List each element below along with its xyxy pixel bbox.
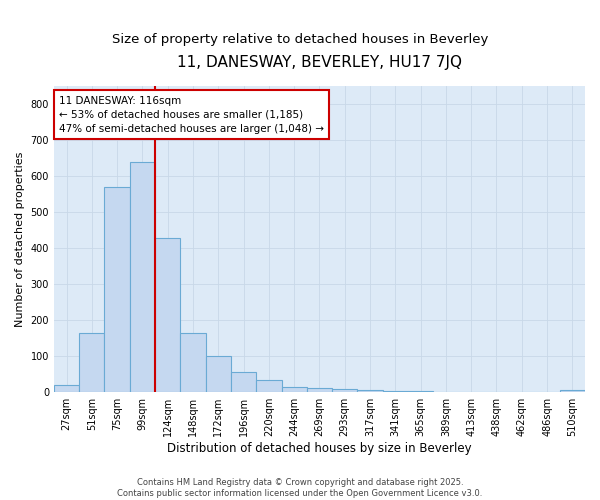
Bar	[332, 390, 358, 392]
Bar	[104, 187, 130, 392]
X-axis label: Distribution of detached houses by size in Beverley: Distribution of detached houses by size …	[167, 442, 472, 455]
Bar	[54, 385, 79, 392]
Bar	[256, 380, 281, 392]
Text: Size of property relative to detached houses in Beverley: Size of property relative to detached ho…	[112, 32, 488, 46]
Bar	[560, 390, 585, 392]
Bar	[181, 333, 206, 392]
Y-axis label: Number of detached properties: Number of detached properties	[15, 152, 25, 327]
Bar	[281, 387, 307, 392]
Text: 11 DANESWAY: 116sqm
← 53% of detached houses are smaller (1,185)
47% of semi-det: 11 DANESWAY: 116sqm ← 53% of detached ho…	[59, 96, 324, 134]
Bar	[231, 372, 256, 392]
Text: Contains HM Land Registry data © Crown copyright and database right 2025.
Contai: Contains HM Land Registry data © Crown c…	[118, 478, 482, 498]
Bar	[307, 388, 332, 392]
Bar	[79, 333, 104, 392]
Bar	[130, 162, 155, 392]
Bar	[155, 238, 181, 392]
Bar	[206, 356, 231, 392]
Bar	[383, 391, 408, 392]
Title: 11, DANESWAY, BEVERLEY, HU17 7JQ: 11, DANESWAY, BEVERLEY, HU17 7JQ	[177, 55, 462, 70]
Bar	[358, 390, 383, 392]
